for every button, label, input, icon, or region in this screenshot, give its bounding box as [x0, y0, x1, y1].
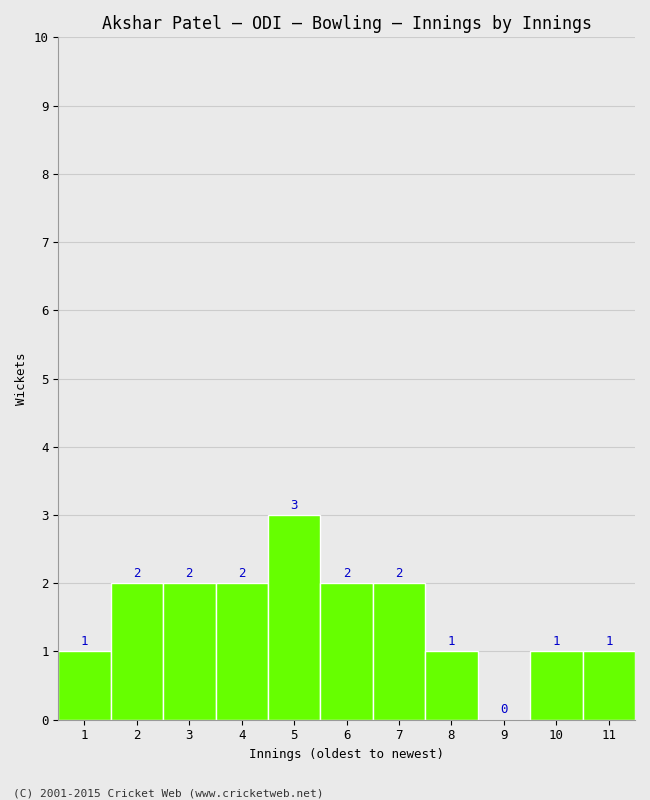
Text: 1: 1 — [552, 635, 560, 648]
Text: 2: 2 — [238, 567, 246, 580]
Bar — [582, 651, 635, 720]
Bar — [163, 583, 216, 720]
Y-axis label: Wickets: Wickets — [15, 352, 28, 405]
Bar — [425, 651, 478, 720]
Title: Akshar Patel – ODI – Bowling – Innings by Innings: Akshar Patel – ODI – Bowling – Innings b… — [101, 15, 592, 33]
Text: 1: 1 — [81, 635, 88, 648]
Bar — [320, 583, 373, 720]
Text: (C) 2001-2015 Cricket Web (www.cricketweb.net): (C) 2001-2015 Cricket Web (www.cricketwe… — [13, 788, 324, 798]
Bar — [268, 515, 320, 720]
Text: 2: 2 — [343, 567, 350, 580]
Bar — [111, 583, 163, 720]
X-axis label: Innings (oldest to newest): Innings (oldest to newest) — [249, 748, 444, 761]
Text: 1: 1 — [605, 635, 612, 648]
Text: 2: 2 — [186, 567, 193, 580]
Text: 1: 1 — [448, 635, 455, 648]
Text: 2: 2 — [395, 567, 403, 580]
Bar — [373, 583, 425, 720]
Text: 0: 0 — [500, 703, 508, 716]
Bar — [530, 651, 582, 720]
Bar — [58, 651, 110, 720]
Text: 3: 3 — [291, 498, 298, 511]
Bar — [216, 583, 268, 720]
Text: 2: 2 — [133, 567, 140, 580]
